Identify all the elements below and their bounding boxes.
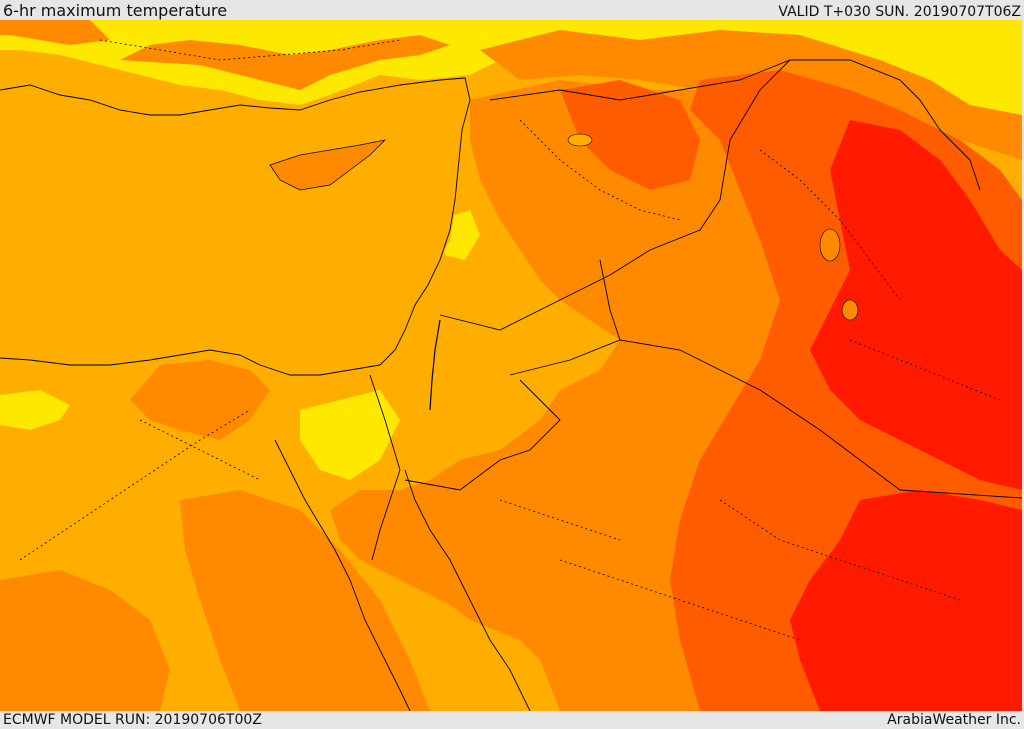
band-orange-egypt-south [0,570,170,711]
band-red-iraq [810,120,1022,490]
band-yellow-sinai [300,390,400,480]
lake-habbaniyah [841,299,859,321]
band-yellow-egypt-coast [0,390,70,430]
internal-boundaries [19,39,1001,641]
valid-time-label: VALID T+030 SUN. 20190707T06Z [778,4,1021,20]
lake-assad [567,133,593,147]
band-dark-orange-syria [560,80,700,190]
temperature-map [0,20,1022,711]
band-orange-north [0,20,110,45]
band-orange-anatolia [120,35,450,90]
map-footer: ECMWF MODEL RUN: 20190706T00Z ArabiaWeat… [0,711,1024,729]
band-orange-saudi-west [410,530,560,640]
band-orange-red-sea-coast [180,490,430,711]
band-orange-north-east [480,30,1022,160]
cyprus-island [269,139,387,191]
temperature-map-svg [0,20,1022,711]
model-run-label: ECMWF MODEL RUN: 20190706T00Z [3,712,262,728]
band-orange-nile-delta [130,360,270,440]
map-title: 6-hr maximum temperature [3,1,228,20]
lake-tharthar [819,228,841,262]
coastlines-and-borders [0,59,1022,711]
credit-label: ArabiaWeather Inc. [887,712,1021,728]
mediterranean-sea [0,80,470,375]
band-red-gulf [790,490,1022,711]
map-header: 6-hr maximum temperature VALID T+030 SUN… [0,1,1024,21]
